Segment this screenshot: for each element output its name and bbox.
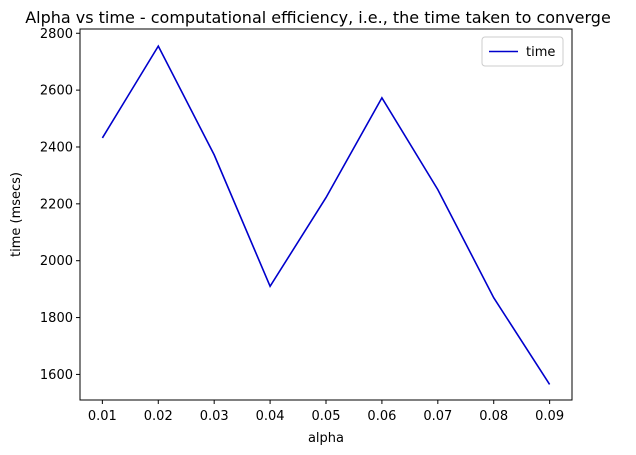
- x-tick-label: 0.01: [88, 409, 117, 424]
- y-tick-label: 1600: [40, 368, 73, 383]
- x-tick-label: 0.08: [479, 409, 508, 424]
- y-tick-label: 2400: [40, 140, 73, 155]
- y-tick-label: 2200: [40, 197, 73, 212]
- x-tick-label: 0.07: [423, 409, 452, 424]
- y-tick-label: 2000: [40, 254, 73, 269]
- y-axis-ticks: 1600 1800 2000 2200 2400 2600 2800: [40, 27, 80, 383]
- series-line-time: [101, 44, 551, 385]
- y-tick-label: 2600: [40, 84, 73, 99]
- y-tick-label: 1800: [40, 311, 73, 326]
- x-tick-label: 0.04: [256, 409, 285, 424]
- x-axis-label: alpha: [308, 431, 344, 446]
- chart-title: Alpha vs time - computational efficiency…: [25, 8, 611, 27]
- x-tick-label: 0.06: [367, 409, 396, 424]
- legend-box: [481, 36, 564, 67]
- plot-frame: [79, 28, 573, 401]
- x-tick-label: 0.03: [200, 409, 229, 424]
- y-tick-label: 2800: [40, 27, 73, 42]
- y-axis-label: time (msecs): [9, 172, 24, 257]
- x-tick-label: 0.05: [312, 409, 341, 424]
- series-group: [101, 44, 551, 385]
- x-axis-ticks: 0.01 0.02 0.03 0.04 0.05 0.06 0.07 0.08 0.09: [88, 400, 564, 424]
- legend-label-time: time: [526, 45, 555, 60]
- legend: time: [481, 36, 564, 67]
- x-tick-label: 0.02: [144, 409, 173, 424]
- x-tick-label: 0.09: [535, 409, 564, 424]
